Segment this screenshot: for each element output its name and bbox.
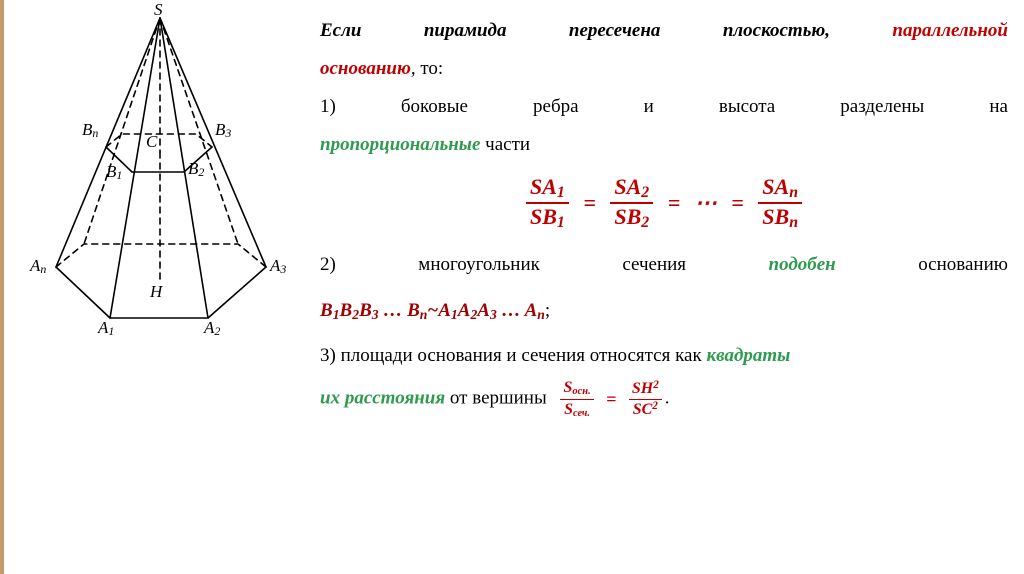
lbl-C: C <box>146 132 157 152</box>
lbl-A2: A2 <box>204 318 220 339</box>
lbl-A3: A3 <box>270 256 286 277</box>
lbl-H: H <box>150 282 162 302</box>
lbl-S: S <box>154 0 163 20</box>
pyramid-diagram: S C H Bn B1 B2 B3 An A1 A2 A3 <box>14 4 304 344</box>
lbl-An: An <box>30 256 46 277</box>
item3: 3) площади основания и сечения относятся… <box>320 338 1008 374</box>
lbl-B3: B3 <box>215 120 231 141</box>
accent-bar <box>0 0 4 574</box>
item2: 2) многоугольник сечения подобен основан… <box>320 246 1008 330</box>
lbl-Bn: Bn <box>82 120 98 141</box>
lbl-B1: B1 <box>106 162 122 183</box>
polygon-similarity: B1B2B3 … Bn~A1A2A3 … An; <box>320 292 1008 330</box>
para1-line2: основанию, то: <box>320 50 1008 88</box>
para1-line1: Если пирамида пересечена плоскостью, пар… <box>320 12 1008 50</box>
item3-line2: их расстояния от вершины Sосн.Sсеч. = SH… <box>320 378 1008 420</box>
item1-line2: пропорциональные части <box>320 126 1008 164</box>
lbl-A1: A1 <box>98 318 114 339</box>
formula-ratios: SA1SB1 = SA2SB2 = ⋯ = SAnSBn <box>320 174 1008 232</box>
text-content: Если пирамида пересечена плоскостью, пар… <box>320 12 1008 420</box>
formula-areas: Sосн.Sсеч. = SH2SC2 <box>557 378 664 420</box>
lbl-B2: B2 <box>188 159 204 180</box>
item1-line1: 1) боковые ребра и высота разделены на <box>320 88 1008 126</box>
